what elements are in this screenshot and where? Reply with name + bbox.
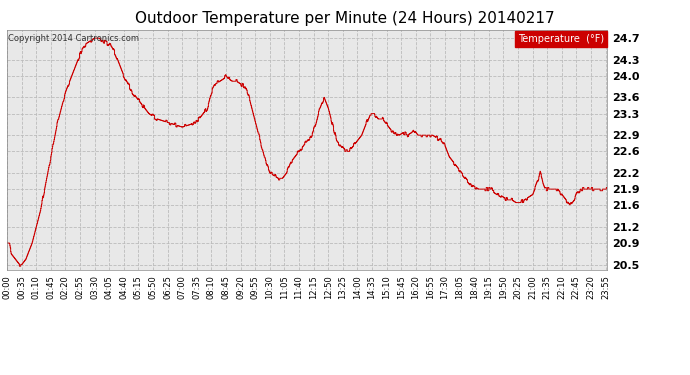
Text: Copyright 2014 Cartronics.com: Copyright 2014 Cartronics.com — [8, 34, 139, 43]
Text: Outdoor Temperature per Minute (24 Hours) 20140217: Outdoor Temperature per Minute (24 Hours… — [135, 11, 555, 26]
Text: Temperature  (°F): Temperature (°F) — [518, 34, 604, 44]
